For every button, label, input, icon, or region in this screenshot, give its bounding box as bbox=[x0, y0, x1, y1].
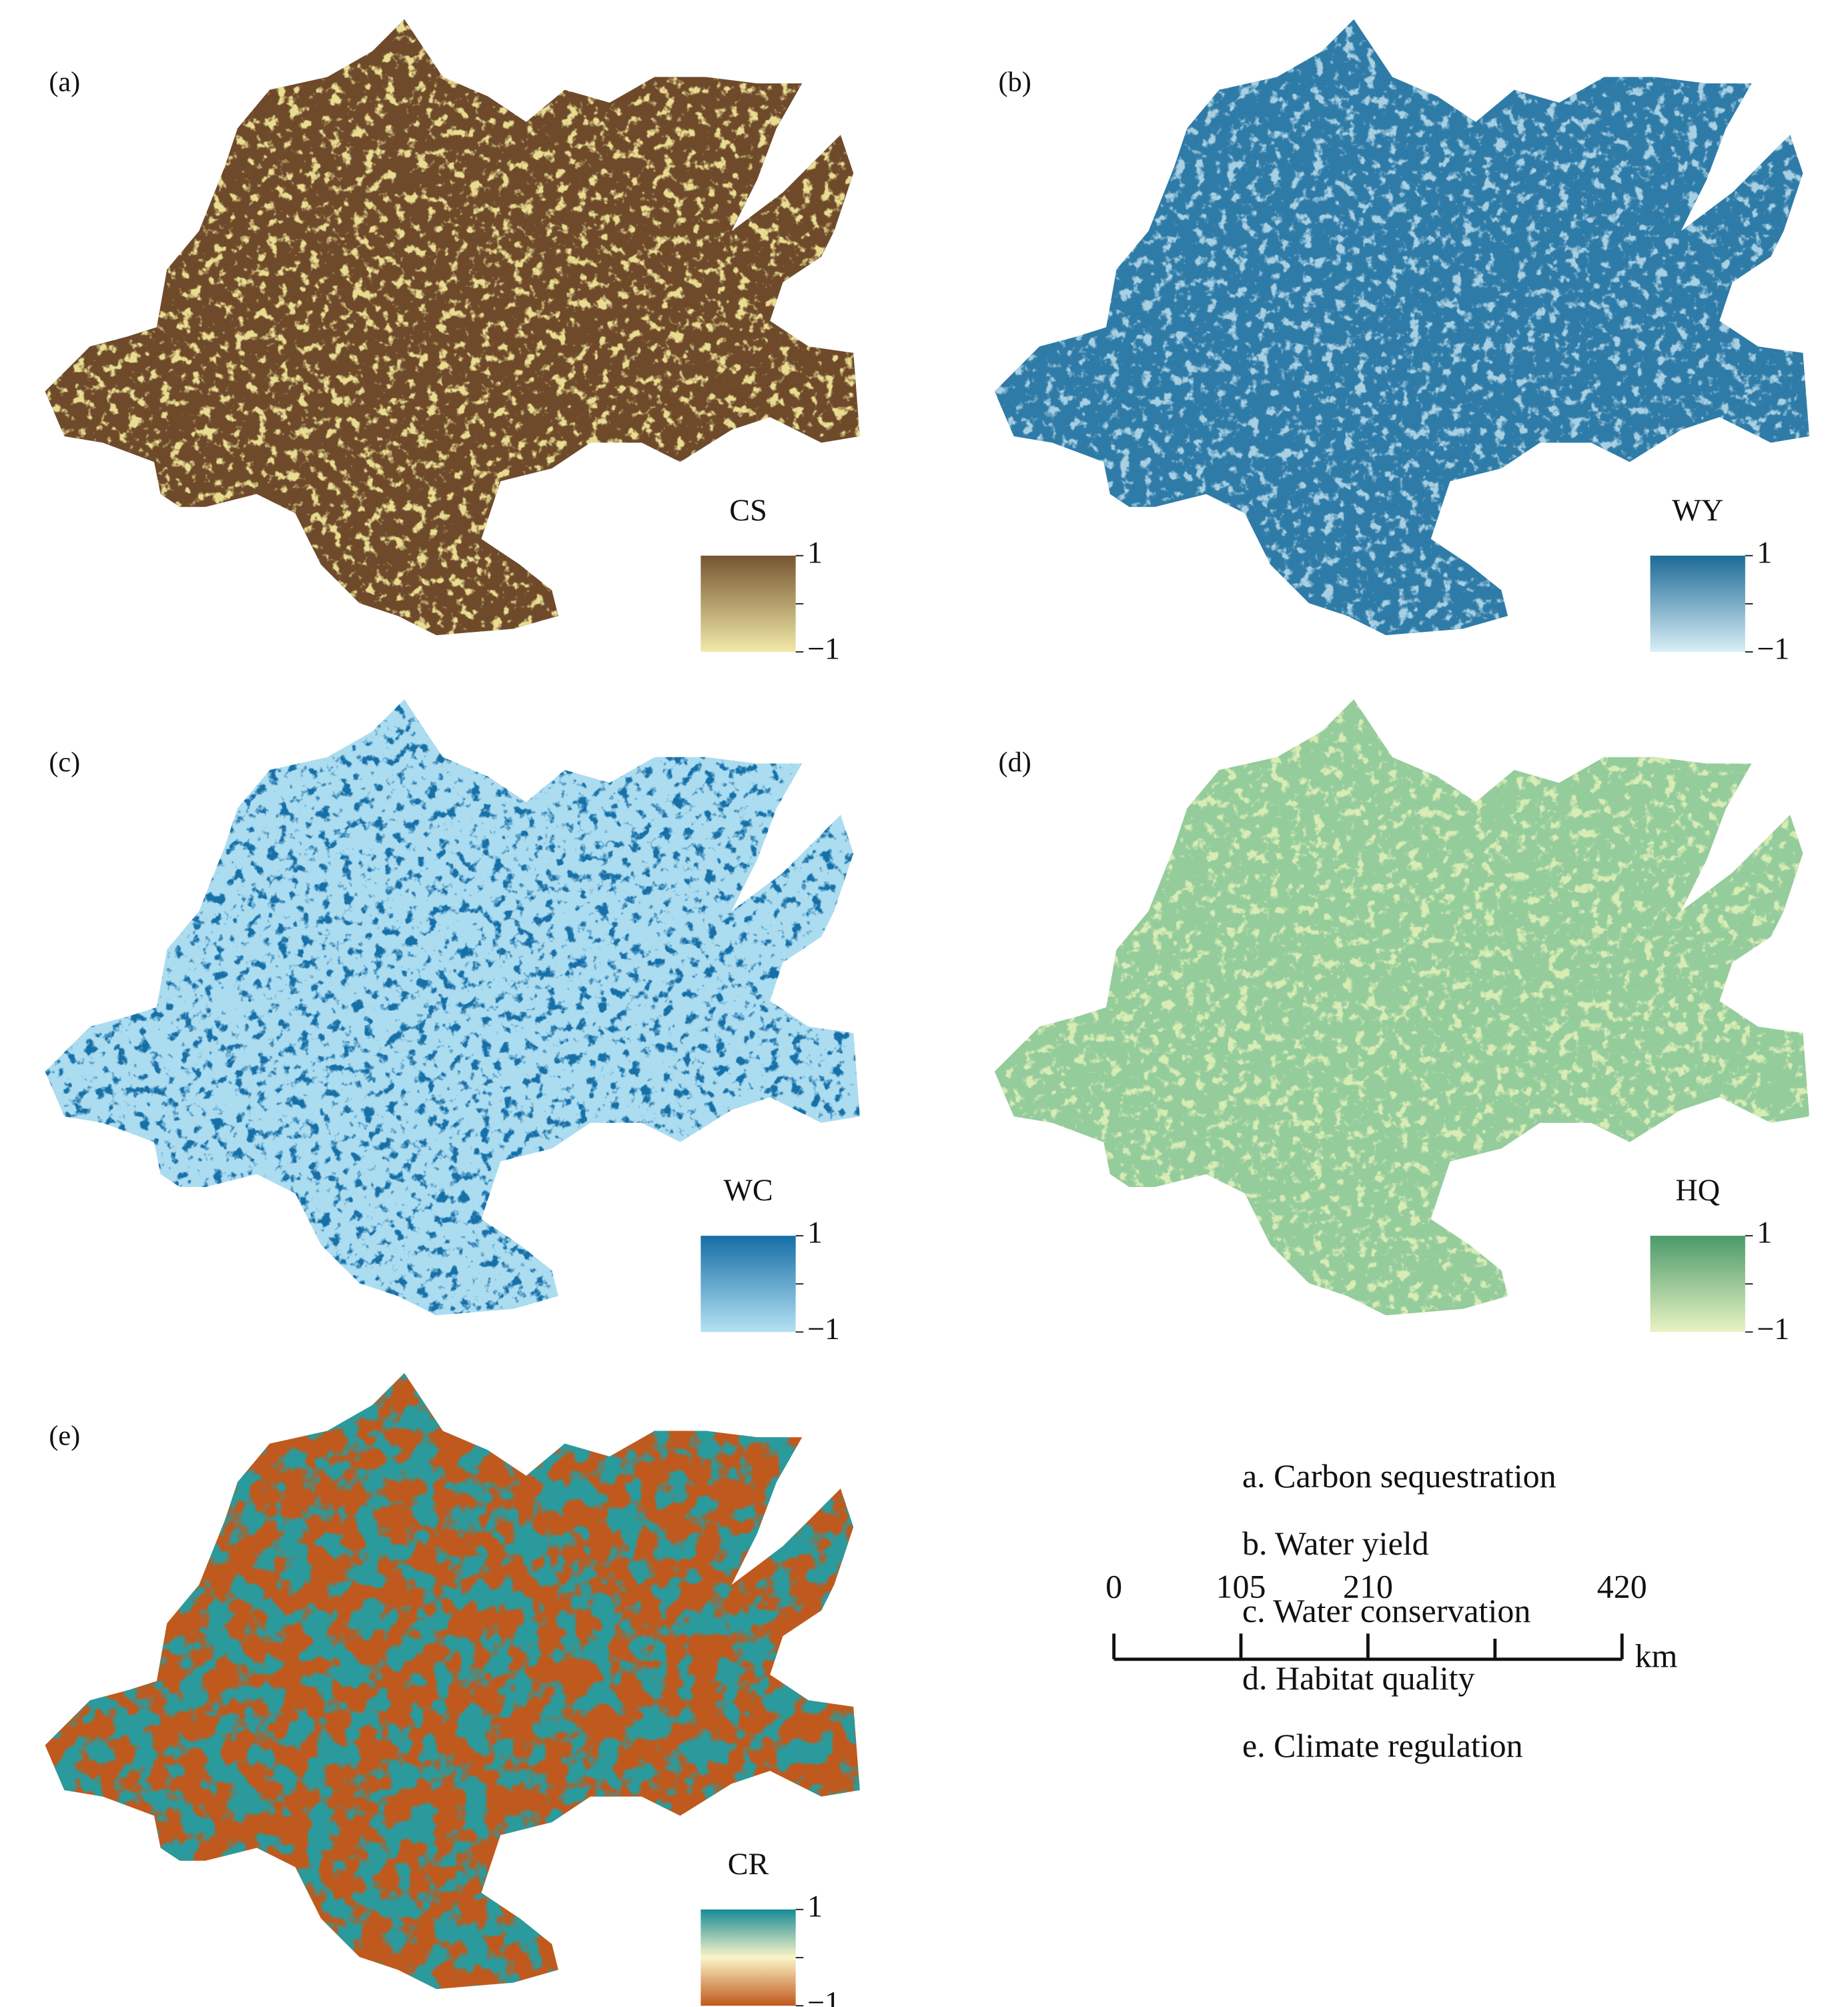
legend-colorbar bbox=[701, 1909, 796, 2006]
legend-colorbar bbox=[1650, 1236, 1745, 1332]
legend-title: WC bbox=[723, 1173, 773, 1207]
region-map bbox=[45, 1372, 860, 1990]
panel-label: (c) bbox=[49, 747, 80, 778]
description: e. Climate regulation bbox=[1242, 1727, 1523, 1764]
legend-tick-label: −1 bbox=[807, 1312, 840, 1346]
map-panel: (d) HQ 1 −1 bbox=[994, 699, 1810, 1346]
legend-tick-label: 1 bbox=[1757, 1216, 1772, 1250]
map-panel: (e) CR 1 −1 bbox=[45, 1372, 860, 2007]
legend-title: CR bbox=[728, 1847, 769, 1881]
legend-title: CS bbox=[729, 493, 767, 527]
description: c. Water conservation bbox=[1242, 1592, 1530, 1629]
map-panel: (b) WY 1 −1 bbox=[994, 19, 1810, 666]
map-panel: (a) CS 1 −1 bbox=[45, 19, 860, 666]
scale-bar-label: 420 bbox=[1597, 1567, 1647, 1605]
panel-label: (b) bbox=[999, 67, 1031, 98]
region-texture bbox=[45, 19, 860, 636]
legend-tick-label: 1 bbox=[807, 1216, 823, 1250]
panel-label: (e) bbox=[49, 1421, 80, 1452]
legend-tick-label: −1 bbox=[1757, 632, 1789, 666]
legend-colorbar bbox=[701, 555, 796, 653]
region-texture bbox=[45, 699, 860, 1316]
description: a. Carbon sequestration bbox=[1242, 1457, 1556, 1495]
panel-label: (d) bbox=[999, 747, 1031, 778]
region-map bbox=[45, 19, 860, 636]
region-texture bbox=[994, 19, 1810, 636]
scale-bar-label: 0 bbox=[1105, 1567, 1122, 1605]
scale-bar-label: 105 bbox=[1216, 1567, 1266, 1605]
legend-title: WY bbox=[1672, 493, 1723, 527]
region-map bbox=[45, 699, 860, 1316]
legend-title: HQ bbox=[1675, 1173, 1720, 1207]
legend-tick-label: −1 bbox=[807, 632, 840, 666]
legend-tick-label: 1 bbox=[807, 1889, 823, 1923]
legend-colorbar bbox=[1650, 555, 1745, 653]
region-map bbox=[994, 699, 1810, 1316]
scale-bar-unit: km bbox=[1635, 1637, 1677, 1674]
map-panel: (c) WC 1 −1 bbox=[45, 699, 860, 1346]
legend-colorbar bbox=[701, 1236, 796, 1332]
legend-tick-label: −1 bbox=[807, 1986, 840, 2007]
region-texture bbox=[45, 1372, 860, 1990]
legend-tick-label: 1 bbox=[807, 535, 823, 569]
description: b. Water yield bbox=[1242, 1525, 1429, 1562]
region-map bbox=[994, 19, 1810, 636]
region-texture bbox=[994, 699, 1810, 1316]
panel-label: (a) bbox=[49, 67, 80, 98]
description: d. Habitat quality bbox=[1242, 1659, 1475, 1697]
legend-tick-label: 1 bbox=[1757, 535, 1772, 569]
scale-bar-label: 210 bbox=[1343, 1567, 1393, 1605]
legend-tick-label: −1 bbox=[1757, 1312, 1789, 1346]
